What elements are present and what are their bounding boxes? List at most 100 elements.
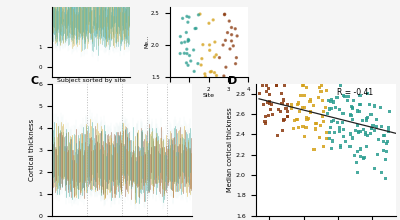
Point <box>308 110 314 113</box>
Point <box>326 136 332 140</box>
Point <box>227 47 233 51</box>
Point <box>208 70 215 73</box>
Point <box>278 110 284 114</box>
Point <box>223 65 229 69</box>
Point <box>378 171 384 174</box>
Point <box>327 131 333 135</box>
Point <box>362 130 368 134</box>
Point <box>192 27 198 30</box>
X-axis label: Site: Site <box>203 93 215 98</box>
Point <box>178 41 185 45</box>
Point <box>274 134 281 138</box>
Point <box>349 117 356 121</box>
Point <box>366 102 373 106</box>
Point <box>337 126 343 130</box>
Point <box>354 150 360 153</box>
Point <box>323 89 329 93</box>
Point <box>177 35 184 38</box>
Point <box>385 126 392 129</box>
Point <box>349 136 356 140</box>
Y-axis label: Me...: Me... <box>145 35 150 48</box>
Point <box>357 94 363 98</box>
Point <box>314 121 320 125</box>
Point <box>283 107 289 111</box>
Point <box>332 106 339 109</box>
Point <box>339 121 345 124</box>
Point <box>380 148 387 152</box>
Point <box>222 38 229 42</box>
Point <box>374 152 380 156</box>
Point <box>294 117 300 121</box>
Point <box>361 127 367 131</box>
Point <box>368 127 375 130</box>
Point <box>383 142 389 146</box>
Point <box>180 16 186 20</box>
Point <box>186 54 193 57</box>
Point <box>373 118 380 121</box>
Point <box>300 125 306 128</box>
Point <box>202 75 208 78</box>
Point <box>294 103 300 106</box>
Point <box>268 108 274 111</box>
Point <box>207 70 214 74</box>
Point <box>356 131 362 134</box>
Point <box>285 115 291 118</box>
Point <box>300 106 306 110</box>
Point <box>354 161 360 164</box>
Point <box>268 102 275 106</box>
Point <box>296 101 302 105</box>
Point <box>349 105 355 108</box>
Point <box>355 130 362 134</box>
Point <box>317 124 324 127</box>
Point <box>226 19 232 23</box>
Point <box>330 119 336 123</box>
Point <box>323 130 330 134</box>
Point <box>263 115 269 118</box>
Point <box>213 74 220 77</box>
Point <box>307 100 313 103</box>
Point <box>262 120 268 123</box>
Point <box>184 48 190 51</box>
Point <box>221 74 227 78</box>
Point <box>202 72 208 76</box>
Point <box>359 119 366 123</box>
Point <box>377 106 384 109</box>
Point <box>364 117 370 120</box>
Point <box>328 100 334 103</box>
Point <box>304 118 310 121</box>
Point <box>354 124 361 127</box>
Point <box>361 155 367 159</box>
Point <box>273 84 280 87</box>
Point <box>185 38 192 41</box>
Point <box>357 103 363 106</box>
Point <box>264 84 270 87</box>
Point <box>328 120 334 123</box>
Point <box>329 139 336 143</box>
Point <box>301 106 308 109</box>
Point <box>356 110 362 113</box>
Point <box>294 117 301 121</box>
Point <box>280 128 286 132</box>
Point <box>386 110 392 113</box>
Point <box>232 62 239 66</box>
Point <box>320 109 326 113</box>
Point <box>193 27 199 30</box>
Point <box>364 119 370 122</box>
Point <box>199 57 205 61</box>
Point <box>311 148 317 152</box>
Point <box>364 116 371 119</box>
Point <box>357 130 363 134</box>
Point <box>368 126 375 130</box>
Point <box>385 129 391 133</box>
X-axis label: Subject sorted by site: Subject sorted by site <box>57 78 126 83</box>
Point <box>264 101 270 104</box>
Point <box>269 113 275 116</box>
Point <box>300 84 307 87</box>
Point <box>195 13 202 17</box>
Point <box>220 43 226 47</box>
Point <box>380 134 387 138</box>
Point <box>303 116 310 120</box>
Point <box>320 115 326 119</box>
Point <box>307 98 314 101</box>
Point <box>336 108 342 111</box>
